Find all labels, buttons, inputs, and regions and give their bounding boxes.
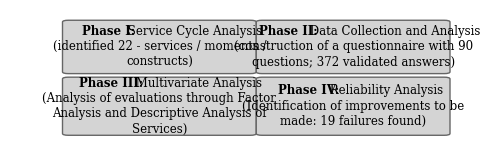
Text: (Identification of improvements to be: (Identification of improvements to be: [242, 100, 464, 113]
FancyBboxPatch shape: [256, 20, 450, 74]
FancyBboxPatch shape: [62, 77, 256, 135]
Text: Reliability Analysis: Reliability Analysis: [326, 84, 443, 97]
Text: Services): Services): [132, 123, 187, 136]
Text: questions; 372 validated answers): questions; 372 validated answers): [252, 56, 454, 69]
Text: Data Collection and Analysis: Data Collection and Analysis: [306, 25, 480, 38]
Text: Phase IV:: Phase IV:: [278, 84, 339, 97]
Text: constructs): constructs): [126, 56, 193, 69]
Text: (identified 22 - services / moments /: (identified 22 - services / moments /: [52, 41, 266, 53]
Text: Multivariate Analysis: Multivariate Analysis: [132, 77, 262, 90]
Text: Service Cycle Analysis: Service Cycle Analysis: [124, 25, 262, 38]
FancyBboxPatch shape: [256, 77, 450, 135]
Text: made: 19 failures found): made: 19 failures found): [280, 115, 426, 128]
Text: (construction of a questionnaire with 90: (construction of a questionnaire with 90: [234, 41, 472, 53]
Text: Phase I:: Phase I:: [82, 25, 135, 38]
Text: (Analysis of evaluations through Factor: (Analysis of evaluations through Factor: [42, 92, 276, 105]
FancyBboxPatch shape: [62, 20, 256, 74]
Text: Phase III:: Phase III:: [80, 77, 144, 90]
Text: Analysis and Descriptive Analysis of: Analysis and Descriptive Analysis of: [52, 107, 266, 120]
Text: Phase II:: Phase II:: [258, 25, 317, 38]
